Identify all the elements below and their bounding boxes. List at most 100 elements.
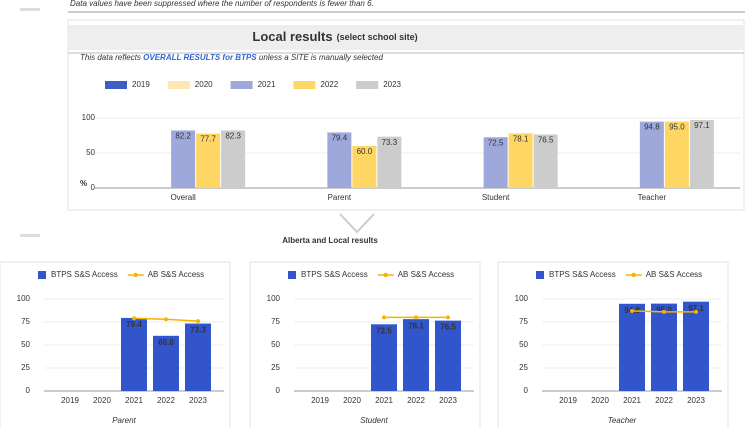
x-tick-label: Parent: [328, 193, 352, 202]
y-tick-label: 0: [276, 386, 281, 395]
legend-label: AB S&S Access: [646, 270, 702, 279]
legend-label: 2020: [195, 80, 213, 89]
legend-dot: [631, 272, 636, 278]
data-label: 78.1: [408, 321, 424, 330]
bar: [508, 133, 533, 188]
x-tick-label: 2021: [623, 396, 641, 405]
y-tick-label: 100: [82, 113, 96, 122]
y-tick-label: 0: [26, 386, 31, 395]
data-label: 78.1: [513, 134, 529, 143]
line-point: [630, 308, 634, 313]
data-label: 60.0: [158, 338, 174, 347]
y-tick-label: 50: [21, 340, 30, 349]
bar: [327, 132, 352, 188]
bar: [377, 136, 402, 188]
data-label: 82.3: [225, 131, 241, 140]
data-label: 79.4: [126, 320, 142, 329]
bar: [664, 121, 689, 188]
legend-dot: [383, 272, 388, 278]
bar: [371, 324, 397, 391]
note: This data reflects OVERALL RESULTS for B…: [80, 53, 383, 62]
note-text: unless a SITE is manually selected: [257, 53, 384, 62]
y-tick-label: 25: [271, 363, 280, 372]
x-tick-label: Overall: [170, 193, 196, 202]
y-tick-label: 50: [519, 340, 528, 349]
data-label: 77.7: [200, 135, 216, 144]
data-label: 97.1: [694, 121, 710, 130]
y-tick-label: 75: [21, 317, 30, 326]
bar: [352, 146, 377, 188]
x-tick-label: 2020: [343, 396, 361, 405]
card-header: [68, 25, 744, 50]
legend-label: BTPS S&S Access: [51, 270, 118, 279]
legend-swatch: [293, 81, 316, 89]
data-label: 76.5: [440, 323, 456, 332]
y-tick-label: 100: [515, 294, 529, 303]
bar: [639, 121, 664, 188]
bar: [435, 320, 461, 391]
bar: [651, 303, 677, 391]
line-point: [662, 309, 666, 314]
legend-label: 2023: [383, 80, 401, 89]
x-tick-label: 2021: [125, 396, 143, 405]
legend-label: 2022: [320, 80, 338, 89]
x-axis-label: Teacher: [608, 416, 637, 425]
legend-swatch: [167, 81, 190, 89]
bar: [171, 130, 196, 188]
x-tick-label: 2019: [559, 396, 577, 405]
y-tick-label: 25: [519, 363, 528, 372]
line-point: [164, 317, 168, 322]
decor-dash: [20, 234, 40, 237]
title: Local results: [252, 29, 332, 44]
legend-swatch: [356, 81, 379, 89]
data-label: 76.5: [538, 136, 554, 145]
bar: [483, 137, 508, 188]
y-tick-label: 75: [271, 317, 280, 326]
line-point: [382, 315, 386, 320]
section-title: Alberta and Local results: [282, 236, 378, 245]
note-text: This data reflects: [80, 53, 143, 62]
line-point: [446, 315, 450, 320]
x-tick-label: 2020: [591, 396, 609, 405]
y-tick-label: 0: [91, 183, 96, 192]
notice: Data values have been suppressed where t…: [70, 0, 374, 8]
data-label: 97.1: [688, 304, 704, 313]
x-tick-label: 2022: [407, 396, 425, 405]
data-label: 95.0: [669, 123, 685, 132]
bar: [196, 133, 221, 188]
decor-dash: [20, 8, 40, 11]
bar: [185, 323, 211, 391]
legend-swatch: [230, 81, 253, 89]
x-tick-label: 2019: [311, 396, 329, 405]
bar: [533, 134, 558, 188]
x-tick-label: 2020: [93, 396, 111, 405]
y-tick-label: 75: [519, 317, 528, 326]
bar: [403, 319, 429, 391]
x-tick-label: Student: [482, 193, 510, 202]
data-label: 73.3: [190, 326, 206, 335]
data-label: 79.4: [332, 134, 348, 143]
x-tick-label: 2022: [655, 396, 673, 405]
data-label: 82.2: [175, 132, 191, 141]
data-label: 72.5: [488, 138, 504, 147]
bar: [683, 301, 709, 391]
subtitle: (select school site): [337, 32, 418, 42]
y-tick-label: 50: [86, 148, 95, 157]
x-tick-label: 2023: [189, 396, 207, 405]
legend-label: 2019: [132, 80, 150, 89]
x-tick-label: 2019: [61, 396, 79, 405]
legend-label: AB S&S Access: [398, 270, 454, 279]
line-point: [414, 315, 418, 320]
x-tick-label: Teacher: [638, 193, 667, 202]
legend-swatch: [288, 271, 296, 279]
y-tick-label: 50: [271, 340, 280, 349]
line-point: [132, 316, 136, 321]
line-point: [694, 309, 698, 314]
legend-swatch: [536, 271, 544, 279]
bar: [689, 120, 714, 188]
y-axis-label: %: [80, 179, 87, 188]
legend-label: 2021: [258, 80, 276, 89]
x-axis-label: Parent: [112, 416, 136, 425]
